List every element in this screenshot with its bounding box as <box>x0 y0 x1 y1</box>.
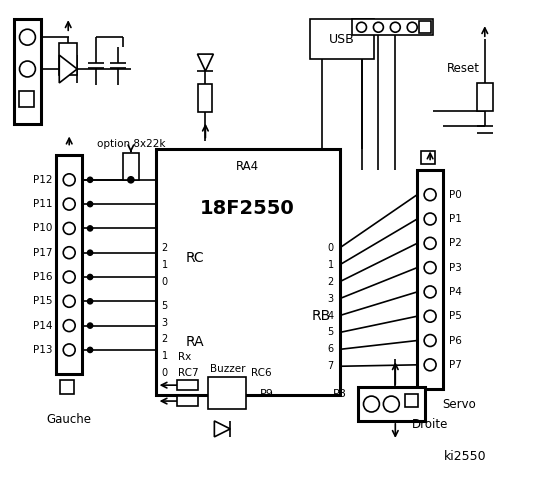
Circle shape <box>87 250 92 255</box>
Text: P13: P13 <box>33 345 53 355</box>
Text: ki2550: ki2550 <box>444 450 487 463</box>
Bar <box>310 19 374 59</box>
Bar <box>18 91 34 107</box>
Text: P7: P7 <box>449 360 462 370</box>
Polygon shape <box>215 421 230 437</box>
Text: 4: 4 <box>327 311 333 321</box>
Bar <box>199 84 212 112</box>
Bar <box>60 380 74 394</box>
Text: 2: 2 <box>161 243 168 253</box>
Text: 1: 1 <box>161 351 168 361</box>
Bar <box>13 19 41 124</box>
Circle shape <box>87 323 92 328</box>
Text: P11: P11 <box>33 199 53 209</box>
Text: RC: RC <box>185 251 204 265</box>
Bar <box>419 21 431 33</box>
Circle shape <box>87 202 92 206</box>
Text: RC6: RC6 <box>252 368 272 378</box>
Bar <box>417 170 443 389</box>
Text: RB: RB <box>312 309 331 323</box>
Text: Reset: Reset <box>446 62 479 75</box>
Text: P14: P14 <box>33 321 53 331</box>
Bar <box>56 156 82 374</box>
Text: RC7: RC7 <box>178 368 198 378</box>
Text: RA4: RA4 <box>236 160 259 173</box>
Bar <box>358 387 425 421</box>
Text: P4: P4 <box>449 287 462 297</box>
Text: Buzzer: Buzzer <box>210 364 245 374</box>
Text: P17: P17 <box>33 248 53 258</box>
Polygon shape <box>197 54 213 71</box>
Text: 1: 1 <box>161 260 168 270</box>
Text: RA: RA <box>185 336 204 349</box>
Bar <box>123 153 139 180</box>
Text: 5: 5 <box>161 300 168 311</box>
Text: P1: P1 <box>449 214 462 224</box>
Text: 18F2550: 18F2550 <box>200 199 295 218</box>
Circle shape <box>87 226 92 231</box>
Text: 0: 0 <box>161 277 168 287</box>
Bar <box>477 83 493 111</box>
Bar <box>156 148 340 395</box>
Bar <box>405 394 418 407</box>
Text: 1: 1 <box>327 260 333 270</box>
Circle shape <box>128 177 134 183</box>
Text: P2: P2 <box>449 238 462 248</box>
Text: 2: 2 <box>327 277 333 287</box>
Text: P8: P8 <box>333 389 347 399</box>
Circle shape <box>87 275 92 279</box>
Text: P12: P12 <box>33 175 53 185</box>
Bar <box>421 151 435 165</box>
Text: P9: P9 <box>260 389 274 399</box>
Text: P5: P5 <box>449 311 462 321</box>
Text: P0: P0 <box>449 190 462 200</box>
Bar <box>59 43 77 75</box>
Bar <box>176 380 199 390</box>
Circle shape <box>87 177 92 182</box>
Text: 3: 3 <box>161 317 168 327</box>
Text: 2: 2 <box>161 335 168 345</box>
Polygon shape <box>59 55 77 83</box>
Text: P3: P3 <box>449 263 462 273</box>
Text: P15: P15 <box>33 296 53 306</box>
Bar <box>352 19 433 35</box>
Text: USB: USB <box>329 33 355 46</box>
Text: 3: 3 <box>327 294 333 304</box>
Circle shape <box>87 348 92 352</box>
Text: P10: P10 <box>33 223 53 233</box>
Text: 7: 7 <box>327 361 333 371</box>
Text: P6: P6 <box>449 336 462 346</box>
Text: Rx: Rx <box>178 352 191 362</box>
Circle shape <box>87 299 92 304</box>
Bar <box>176 396 199 406</box>
Bar <box>208 377 246 409</box>
Text: Droite: Droite <box>412 419 448 432</box>
Text: Gauche: Gauche <box>46 413 92 426</box>
Text: 0: 0 <box>327 243 333 253</box>
Text: 0: 0 <box>161 368 168 378</box>
Text: 6: 6 <box>327 344 333 354</box>
Text: Servo: Servo <box>442 397 476 410</box>
Text: option 8x22k: option 8x22k <box>97 139 165 149</box>
Text: P16: P16 <box>33 272 53 282</box>
Text: 5: 5 <box>327 327 333 337</box>
